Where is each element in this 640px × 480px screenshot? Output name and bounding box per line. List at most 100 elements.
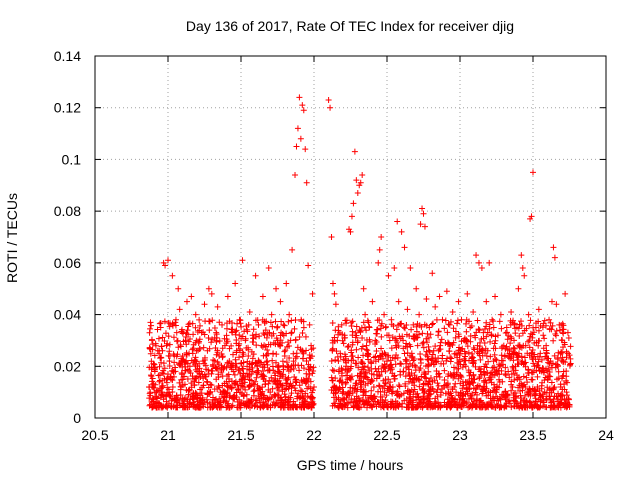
data-point bbox=[332, 301, 339, 308]
data-point bbox=[563, 389, 570, 396]
data-point bbox=[230, 368, 237, 375]
data-point bbox=[537, 350, 544, 357]
data-point-band bbox=[541, 317, 548, 324]
data-point-band bbox=[506, 374, 513, 381]
data-point-band bbox=[558, 397, 565, 404]
data-point-band bbox=[298, 362, 305, 369]
data-point-band bbox=[450, 398, 457, 405]
data-point-band bbox=[348, 347, 355, 354]
data-point-band bbox=[239, 372, 246, 379]
data-point-band bbox=[425, 387, 432, 394]
data-point-band bbox=[483, 319, 490, 326]
data-point-band bbox=[358, 383, 365, 390]
data-point-band bbox=[184, 366, 191, 373]
data-point-band bbox=[501, 353, 508, 360]
data-point-band bbox=[532, 402, 539, 409]
data-point bbox=[311, 383, 317, 390]
data-point bbox=[451, 383, 458, 390]
data-point bbox=[481, 383, 488, 390]
data-point bbox=[439, 316, 446, 323]
data-point-band bbox=[329, 402, 336, 409]
data-point-band bbox=[437, 404, 444, 411]
data-point-band bbox=[381, 389, 388, 396]
data-point-band bbox=[233, 364, 240, 371]
data-point bbox=[381, 311, 388, 318]
data-point-band bbox=[520, 373, 527, 380]
data-point-band bbox=[223, 390, 230, 397]
data-point-band bbox=[377, 388, 384, 395]
data-point bbox=[435, 332, 442, 339]
data-point-band bbox=[211, 386, 218, 393]
data-point bbox=[165, 257, 171, 264]
data-point bbox=[557, 383, 564, 390]
plot-frame bbox=[94, 55, 607, 419]
data-point-band bbox=[376, 316, 383, 323]
data-point-band bbox=[559, 349, 566, 356]
data-point-band bbox=[286, 343, 293, 350]
data-point-band bbox=[186, 367, 193, 374]
data-point-band bbox=[546, 369, 553, 376]
data-point-band bbox=[166, 389, 173, 396]
data-point bbox=[178, 383, 185, 390]
data-point bbox=[347, 228, 354, 235]
data-point-band bbox=[193, 395, 200, 402]
data-point-band bbox=[454, 404, 461, 411]
data-point-band bbox=[230, 351, 237, 358]
data-point-band bbox=[508, 404, 515, 411]
data-point bbox=[214, 303, 221, 310]
data-point bbox=[356, 182, 363, 189]
data-point-band bbox=[301, 365, 308, 372]
data-point-band bbox=[533, 367, 540, 374]
data-point bbox=[530, 169, 536, 176]
data-point-band bbox=[403, 340, 410, 347]
data-point-band bbox=[383, 358, 390, 365]
data-point-band bbox=[422, 370, 429, 377]
data-point-band bbox=[192, 375, 199, 382]
data-point-band bbox=[543, 355, 550, 362]
data-point bbox=[156, 378, 163, 385]
data-point-band bbox=[340, 340, 347, 347]
y-tick-label: 0.14 bbox=[54, 48, 81, 64]
data-point-band bbox=[496, 371, 503, 378]
data-point-band bbox=[389, 390, 396, 397]
data-point-band bbox=[264, 395, 271, 402]
data-point-band bbox=[560, 358, 567, 365]
data-point-band bbox=[208, 339, 215, 346]
data-point-band bbox=[416, 377, 423, 384]
data-point-band bbox=[455, 392, 462, 399]
data-point bbox=[338, 321, 345, 328]
data-point-band bbox=[487, 353, 494, 360]
data-point-band bbox=[236, 354, 243, 361]
data-point-band bbox=[238, 323, 245, 330]
data-point-band bbox=[470, 372, 477, 379]
data-point-band bbox=[528, 401, 535, 408]
data-point-band bbox=[507, 340, 514, 347]
data-point-band bbox=[281, 391, 288, 398]
data-point-band bbox=[406, 341, 413, 348]
data-point bbox=[538, 368, 545, 375]
data-point-band bbox=[359, 359, 366, 366]
data-point-band bbox=[478, 335, 485, 342]
data-point-band bbox=[350, 357, 357, 364]
data-point bbox=[366, 324, 373, 331]
data-point-band bbox=[505, 354, 512, 361]
data-point-band bbox=[236, 396, 243, 403]
data-point-band bbox=[368, 392, 375, 399]
data-point-band bbox=[210, 396, 217, 403]
data-point bbox=[242, 337, 249, 344]
data-point-band bbox=[420, 385, 427, 392]
data-point-band bbox=[163, 379, 170, 386]
data-point-band bbox=[282, 393, 289, 400]
data-point-band bbox=[357, 329, 364, 336]
data-point-band bbox=[430, 361, 437, 368]
data-point bbox=[436, 293, 443, 300]
data-point bbox=[527, 215, 534, 222]
data-point-band bbox=[156, 387, 163, 394]
data-point-band bbox=[253, 374, 260, 381]
data-point-band bbox=[441, 367, 448, 374]
data-point-band bbox=[345, 357, 352, 364]
data-point-band bbox=[476, 350, 483, 357]
data-point bbox=[154, 347, 161, 354]
data-point-band bbox=[212, 344, 219, 351]
